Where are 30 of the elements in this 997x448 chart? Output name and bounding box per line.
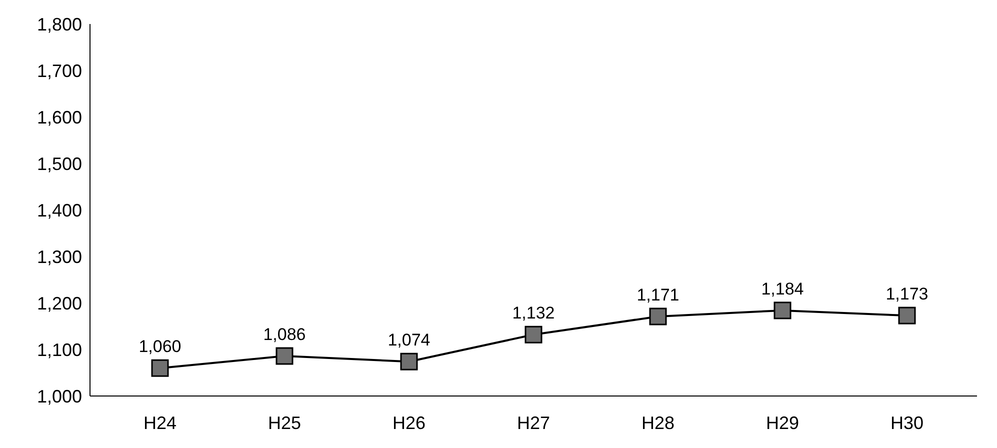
y-tick-label: 1,000 [36,386,82,406]
point [276,347,294,365]
y-tick-label: 1,700 [36,60,82,81]
y-tick-label: 1,400 [36,200,82,220]
x-tick-label: H26 [392,412,426,433]
point [649,308,667,326]
text: 1,060 [138,337,182,356]
text: 1,132 [512,304,555,323]
y-tick-label: 1,800 [36,14,82,34]
y-tick-label: 1,600 [36,107,82,128]
point [774,302,792,320]
point [151,359,169,377]
x-tick-label: H24 [143,412,177,433]
x-tick-label: H27 [516,412,550,433]
y-tick-label: 1,200 [36,293,82,314]
x-tick-label: H25 [268,412,302,433]
y-tick-label: 1,300 [36,246,82,267]
point [524,326,542,344]
text: 1,086 [263,325,306,344]
point [400,352,418,370]
x-tick-label: H28 [641,412,675,433]
x-tick-label: H29 [766,412,800,433]
y-tick-label: 1,100 [36,340,82,360]
text: 1,171 [636,285,680,304]
text: 1,173 [886,284,928,304]
text: 1,074 [388,330,430,350]
y-tick-label: 1,500 [36,154,82,174]
x-tick-label: H30 [890,412,924,433]
point [898,306,916,324]
text: 1,184 [761,279,804,298]
